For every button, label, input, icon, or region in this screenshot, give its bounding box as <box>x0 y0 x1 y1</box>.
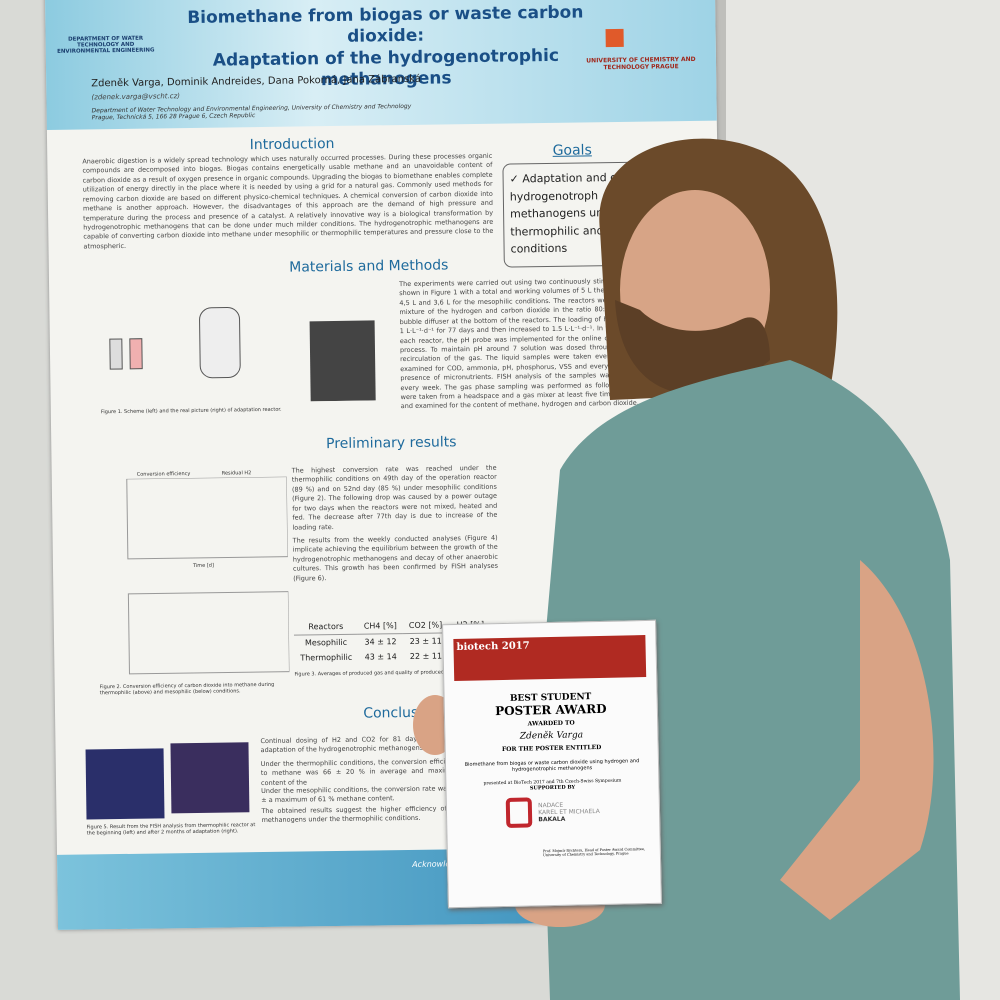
sponsor: NADACE KAREL ET MICHAELA BAKALA <box>447 795 660 829</box>
cert-text: FOR THE POSTER ENTITLED <box>501 743 602 754</box>
sponsor-line: BAKALA <box>538 815 566 823</box>
cert-text: AWARDED TO <box>527 719 575 728</box>
sponsor-name: NADACE KAREL ET MICHAELA BAKALA <box>538 801 600 823</box>
reactor-scheme <box>109 306 376 402</box>
certificate: biotech 2017 BEST STUDENT POSTER AWARD A… <box>442 619 662 909</box>
poster: DEPARTMENT OF WATER TECHNOLOGY AND ENVIR… <box>45 0 728 930</box>
sponsor-line: KAREL ET MICHAELA <box>538 807 600 816</box>
cert-poster-title: Biomethane from biogas or waste carbon d… <box>464 758 640 773</box>
beard <box>615 300 770 394</box>
signature: Prof. Mojmír Rychtera, Head of Poster Aw… <box>542 847 646 858</box>
cert-name: Zdeněk Varga <box>519 730 584 742</box>
cert-award: POSTER AWARD <box>494 701 607 719</box>
sponsor-logo <box>505 797 533 828</box>
arm <box>780 560 934 920</box>
result-plots <box>126 476 290 675</box>
certificate-banner: biotech 2017 <box>453 635 647 682</box>
